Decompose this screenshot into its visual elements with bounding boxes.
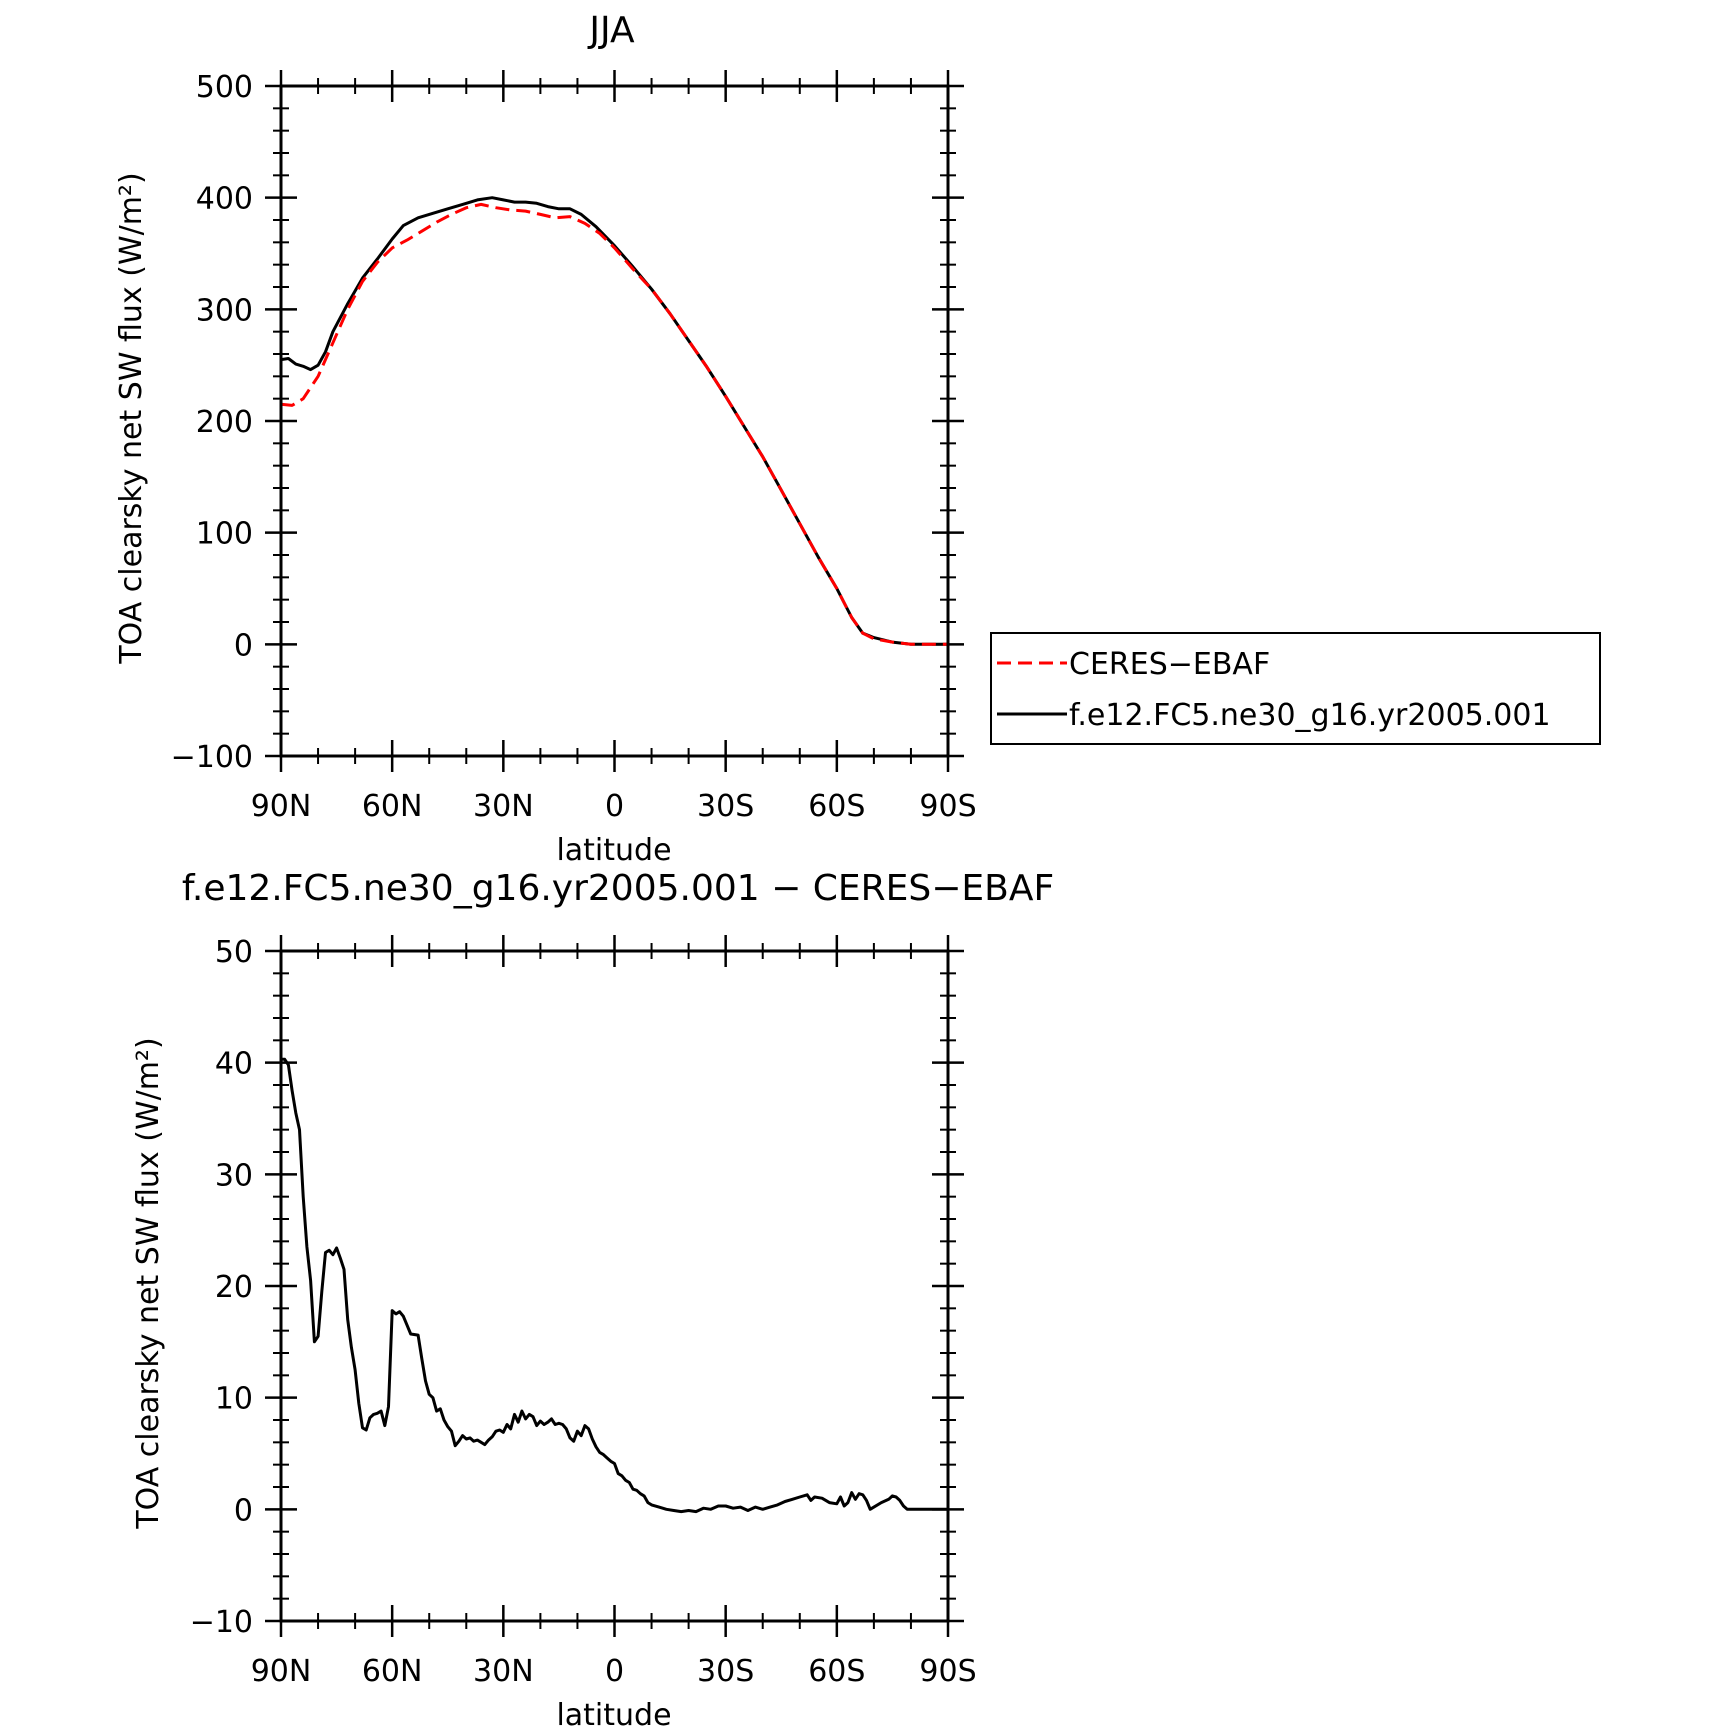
x-tick-label: 90N: [251, 1654, 312, 1689]
y-tick-label: 0: [234, 628, 253, 663]
series-line-top-1: [280, 196, 948, 646]
y-tick-label: 100: [196, 517, 253, 552]
y-tick-label: 50: [215, 935, 253, 970]
x-tick-label: 30N: [473, 789, 534, 824]
x-tick-label: 30S: [697, 1654, 754, 1689]
y-tick-label: 200: [196, 405, 253, 440]
legend-label-ceres-ebaf: CERES−EBAF: [1069, 647, 1270, 682]
legend: CERES−EBAF f.e12.FC5.ne30_g16.yr2005.001: [990, 632, 1601, 745]
y-tick-label: 500: [196, 70, 253, 105]
x-tick-label: 30S: [697, 789, 754, 824]
x-tick-label: 90S: [919, 789, 976, 824]
bottom-chart-series: [281, 1057, 948, 1514]
top-chart-ticks: −100 0 100 200 300 400 500 90N 60N 30N 0 30S 60S 90S: [171, 70, 977, 824]
top-chart-series: [280, 196, 948, 646]
x-tick-label: 60S: [808, 1654, 865, 1689]
y-tick-label: 10: [215, 1382, 253, 1417]
y-tick-label: −10: [190, 1605, 253, 1640]
bottom-chart-ylabel: TOA clearsky net SW flux (W/m²): [131, 1037, 166, 1529]
legend-label-model: f.e12.FC5.ne30_g16.yr2005.001: [1069, 698, 1551, 733]
top-chart-xlabel: latitude: [556, 833, 671, 868]
series-line-top-0: [280, 202, 948, 646]
series-line-bottom-0: [281, 1057, 948, 1514]
y-tick-label: 0: [234, 1493, 253, 1528]
x-tick-label: 60N: [362, 1654, 423, 1689]
x-tick-label: 30N: [473, 1654, 534, 1689]
y-tick-label: 40: [215, 1047, 253, 1082]
top-chart-frame: [279, 84, 950, 758]
top-chart-title: JJA: [587, 10, 635, 51]
bottom-chart-title: f.e12.FC5.ne30_g16.yr2005.001 − CERES−EB…: [182, 868, 1054, 909]
x-tick-label: 0: [605, 1654, 624, 1689]
bottom-chart-panel: f.e12.FC5.ne30_g16.yr2005.001 − CERES−EB…: [131, 868, 1054, 1733]
y-tick-label: −100: [171, 740, 253, 775]
x-tick-label: 90N: [251, 789, 312, 824]
y-tick-label: 400: [196, 182, 253, 217]
bottom-chart-frame: [279, 949, 950, 1623]
x-tick-label: 60S: [808, 789, 865, 824]
x-tick-label: 60N: [362, 789, 423, 824]
y-tick-label: 300: [196, 293, 253, 328]
x-tick-label: 90S: [919, 1654, 976, 1689]
x-tick-label: 0: [605, 789, 624, 824]
legend-box: [990, 632, 1601, 745]
bottom-chart-xlabel: latitude: [556, 1698, 671, 1733]
y-tick-label: 20: [215, 1270, 253, 1305]
y-tick-label: 30: [215, 1158, 253, 1193]
top-chart-panel: JJA TOA clearsky net SW flux (W/m²) lati…: [114, 10, 977, 868]
top-chart-ylabel: TOA clearsky net SW flux (W/m²): [114, 172, 149, 664]
bottom-chart-ticks: −10 0 10 20 30 40 50 90N 60N 30N 0 30S 60S 90S: [190, 935, 977, 1689]
